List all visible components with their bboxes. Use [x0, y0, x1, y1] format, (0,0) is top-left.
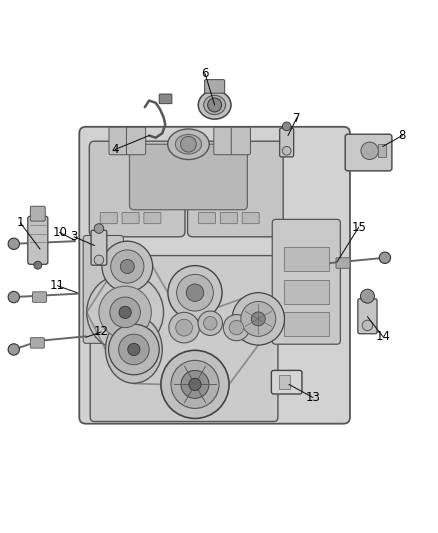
Circle shape — [362, 320, 373, 330]
Circle shape — [119, 306, 131, 318]
Text: 15: 15 — [351, 221, 366, 233]
Circle shape — [8, 344, 19, 355]
Text: 14: 14 — [375, 330, 390, 343]
Circle shape — [94, 255, 104, 265]
Circle shape — [251, 312, 265, 326]
FancyBboxPatch shape — [30, 206, 45, 221]
FancyBboxPatch shape — [280, 128, 293, 157]
Circle shape — [232, 293, 285, 345]
Text: 7: 7 — [293, 111, 300, 125]
Circle shape — [283, 122, 291, 131]
FancyBboxPatch shape — [91, 230, 107, 265]
Text: 6: 6 — [201, 67, 209, 80]
Ellipse shape — [106, 316, 162, 383]
FancyBboxPatch shape — [144, 212, 161, 224]
FancyBboxPatch shape — [30, 338, 44, 348]
FancyBboxPatch shape — [272, 370, 302, 394]
Circle shape — [169, 312, 199, 343]
Circle shape — [223, 314, 250, 341]
Circle shape — [229, 320, 244, 335]
Text: 4: 4 — [111, 143, 119, 156]
Bar — [279, 375, 290, 389]
Circle shape — [110, 297, 141, 328]
FancyBboxPatch shape — [214, 127, 233, 155]
FancyBboxPatch shape — [198, 212, 215, 224]
FancyBboxPatch shape — [159, 94, 172, 103]
Circle shape — [87, 274, 163, 351]
Circle shape — [361, 142, 378, 159]
FancyBboxPatch shape — [345, 134, 392, 171]
FancyBboxPatch shape — [90, 256, 278, 422]
Bar — [284, 312, 329, 336]
FancyBboxPatch shape — [122, 212, 139, 224]
FancyBboxPatch shape — [242, 212, 259, 224]
Circle shape — [208, 98, 222, 112]
Bar — [284, 280, 329, 304]
FancyBboxPatch shape — [109, 127, 128, 155]
FancyBboxPatch shape — [32, 292, 46, 302]
FancyBboxPatch shape — [28, 216, 48, 264]
Text: 8: 8 — [399, 129, 406, 142]
FancyBboxPatch shape — [127, 127, 146, 155]
Circle shape — [168, 265, 222, 320]
Circle shape — [176, 319, 192, 336]
Circle shape — [186, 284, 204, 302]
Circle shape — [8, 292, 19, 303]
Circle shape — [128, 343, 140, 356]
Circle shape — [198, 311, 223, 335]
Text: 10: 10 — [52, 226, 67, 239]
Circle shape — [161, 350, 229, 418]
FancyBboxPatch shape — [336, 258, 350, 268]
FancyBboxPatch shape — [220, 212, 237, 224]
Bar — [284, 247, 329, 271]
Text: 1: 1 — [17, 216, 24, 229]
FancyBboxPatch shape — [100, 212, 117, 224]
Ellipse shape — [204, 95, 226, 115]
Text: 12: 12 — [94, 326, 109, 338]
FancyBboxPatch shape — [358, 299, 377, 334]
FancyBboxPatch shape — [231, 127, 251, 155]
FancyBboxPatch shape — [187, 141, 283, 237]
FancyBboxPatch shape — [79, 127, 350, 424]
FancyBboxPatch shape — [272, 220, 340, 344]
Circle shape — [180, 136, 196, 152]
Circle shape — [177, 274, 213, 311]
Circle shape — [8, 238, 19, 249]
Circle shape — [109, 324, 159, 375]
Circle shape — [360, 289, 374, 303]
Ellipse shape — [175, 134, 201, 154]
Ellipse shape — [168, 129, 209, 159]
Bar — [378, 144, 386, 157]
FancyBboxPatch shape — [89, 141, 185, 237]
Circle shape — [94, 224, 104, 233]
FancyBboxPatch shape — [130, 144, 247, 210]
Ellipse shape — [198, 91, 231, 119]
Circle shape — [99, 286, 151, 338]
Text: 13: 13 — [305, 391, 320, 404]
Text: 3: 3 — [71, 230, 78, 243]
Circle shape — [171, 360, 219, 408]
Circle shape — [189, 378, 201, 391]
Circle shape — [34, 261, 42, 269]
Circle shape — [283, 147, 291, 155]
Circle shape — [120, 260, 134, 273]
Circle shape — [379, 252, 391, 263]
Text: 11: 11 — [50, 279, 65, 292]
Circle shape — [111, 250, 144, 283]
Circle shape — [119, 334, 149, 365]
Circle shape — [241, 302, 276, 336]
FancyBboxPatch shape — [83, 236, 124, 343]
FancyBboxPatch shape — [205, 79, 225, 93]
Circle shape — [102, 241, 152, 292]
Circle shape — [181, 370, 209, 398]
Circle shape — [204, 317, 217, 330]
FancyBboxPatch shape — [32, 239, 46, 249]
